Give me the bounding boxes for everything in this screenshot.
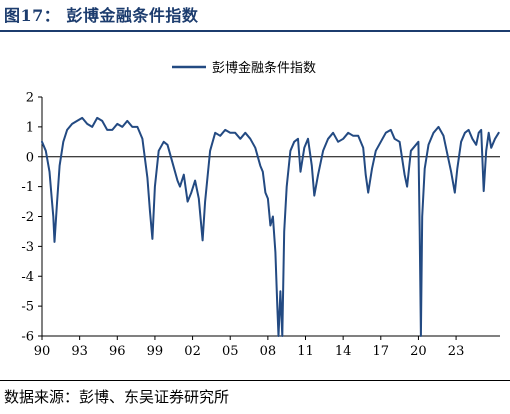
y-tick-label: 1 [26, 120, 34, 135]
y-tick-label: -4 [21, 270, 34, 285]
x-tick-label: 93 [71, 344, 88, 359]
x-tick-label: 90 [34, 344, 51, 359]
x-tick-label: 11 [297, 344, 314, 359]
source-note: 数据来源：彭博、东吴证券研究所 [4, 388, 230, 406]
x-tick-label: 23 [448, 344, 465, 359]
x-tick-label: 20 [410, 344, 427, 359]
plot-area [41, 116, 500, 337]
bottom-divider [0, 380, 510, 381]
series-line-0 [41, 116, 500, 337]
y-tick-label: -1 [21, 180, 34, 195]
y-tick-label: -6 [21, 330, 34, 345]
x-tick-label: 99 [147, 344, 164, 359]
x-tick-label: 14 [335, 344, 352, 359]
legend: 彭博金融条件指数 [172, 60, 316, 76]
x-tick-label: 96 [109, 344, 126, 359]
axes: -6 -5 -4 -3 -2 -1 0 1 2 90 93 96 99 02 05 08 11 14 17 20 23 [21, 91, 500, 359]
y-tick-label: 2 [26, 91, 34, 106]
chart-title: 图17： 彭博金融条件指数 [4, 6, 199, 25]
line-chart: 彭博金融条件指数 -6 -5 -4 -3 -2 -1 0 1 2 90 93 96 99 02 05 08 11… [21, 60, 500, 359]
y-tick-label: -5 [21, 300, 34, 315]
x-tick-label: 05 [222, 344, 239, 359]
legend-label: 彭博金融条件指数 [212, 60, 316, 76]
y-tick-label: -3 [21, 240, 34, 255]
top-divider [0, 30, 510, 32]
x-tick-label: 08 [260, 344, 277, 359]
x-tick-label: 02 [184, 344, 201, 359]
y-tick-label: -2 [21, 210, 34, 225]
x-tick-label: 17 [373, 344, 390, 359]
y-tick-label: 0 [26, 150, 34, 165]
